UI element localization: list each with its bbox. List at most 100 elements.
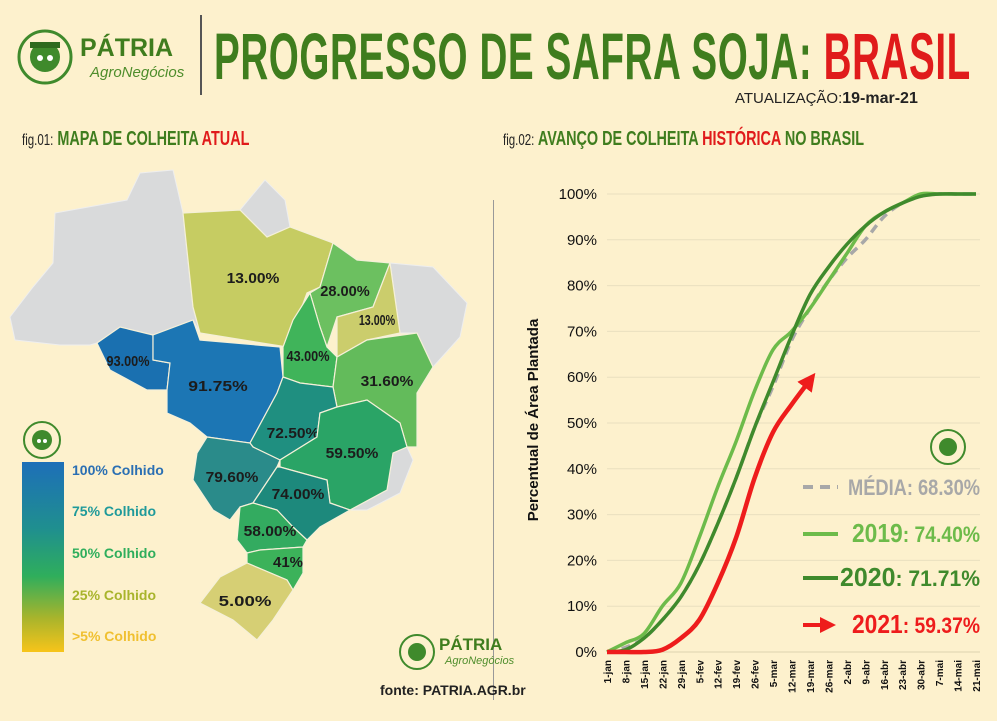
y-tick-label: 80% bbox=[567, 278, 597, 295]
fig1-title: MAPA DE COLHEITA bbox=[57, 128, 199, 150]
fig1-prefix: fig.01: bbox=[22, 132, 54, 149]
map-region-value: 59.50% bbox=[326, 445, 379, 462]
series-line-2021 bbox=[607, 372, 816, 655]
legend-series-name: 2019 bbox=[852, 518, 903, 548]
map-region-value: 58.00% bbox=[244, 523, 297, 540]
x-tick-label: 29-jan bbox=[677, 660, 688, 689]
map-region bbox=[309, 242, 391, 349]
source-text: fonte: PATRIA.AGR.br bbox=[380, 682, 526, 698]
map-region-value: 31.60% bbox=[361, 373, 414, 390]
x-tick-label: 12-fev bbox=[714, 660, 725, 689]
x-tick-label: 1-jan bbox=[603, 660, 614, 683]
map-region bbox=[199, 562, 294, 641]
y-tick-label: 40% bbox=[567, 461, 597, 478]
legend-series-value: : 71.71% bbox=[896, 566, 980, 591]
map-region-value: 5.00% bbox=[219, 593, 272, 610]
brand-logo: PÁTRIA AgroNegócios bbox=[12, 22, 197, 92]
brand-tagline: AgroNegócios bbox=[90, 64, 185, 81]
fig2-heading: fig.02: AVANÇO DE COLHEITA HISTÓRICA NO … bbox=[503, 128, 864, 151]
fig2-prefix: fig.02: bbox=[503, 132, 535, 149]
x-tick-label: 19-mar bbox=[806, 660, 817, 693]
x-tick-label: 14-mai bbox=[954, 660, 965, 692]
x-tick-label: 30-abr bbox=[917, 660, 928, 690]
y-tick-label: 30% bbox=[567, 507, 597, 524]
fig1-heading: fig.01: MAPA DE COLHEITA ATUAL bbox=[22, 128, 249, 151]
map-region-value: 91.75% bbox=[188, 378, 247, 395]
x-tick-label: 21-mai bbox=[972, 660, 983, 692]
farmer-logo-icon bbox=[17, 29, 73, 85]
x-tick-label: 15-jan bbox=[640, 660, 651, 689]
map-region-value: 93.00% bbox=[107, 353, 150, 370]
map-region-value: 72.50% bbox=[267, 425, 320, 442]
x-tick-label: 8-jan bbox=[621, 660, 632, 683]
legend-series-value: : 68.30% bbox=[907, 475, 980, 500]
title-accent: BRASIL bbox=[823, 19, 971, 93]
brazil-harvest-map: 13.00% 28.00% 13.00% 43.00% 31.60% 93.00% 91.7… bbox=[9, 169, 468, 641]
title-main: PROGRESSO DE SAFRA SOJA: bbox=[214, 19, 813, 93]
series-line-2019 bbox=[606, 191, 976, 654]
map-region-value: 13.00% bbox=[359, 312, 395, 329]
fig2-title: AVANÇO DE COLHEITA bbox=[537, 128, 699, 150]
legend-series-value: : 74.40% bbox=[903, 522, 980, 547]
farmer-logo-icon bbox=[399, 634, 435, 670]
x-tick-label: 9-abr bbox=[861, 660, 872, 685]
x-tick-label: 16-abr bbox=[880, 660, 891, 690]
y-tick-label: 50% bbox=[567, 415, 597, 432]
y-tick-label: 90% bbox=[567, 232, 597, 249]
fig2-suffix: NO BRASIL bbox=[784, 128, 865, 150]
map-region-value: 79.60% bbox=[206, 469, 259, 486]
legend-series-name: 2021 bbox=[852, 609, 903, 639]
y-axis-label: Percentual de Área Plantada bbox=[525, 318, 542, 521]
legend-entry: 2020: 71.71% bbox=[840, 562, 980, 592]
x-tick-label: 2-abr bbox=[843, 660, 854, 685]
page-title: PROGRESSO DE SAFRA SOJA: BRASIL bbox=[214, 18, 971, 94]
legend-entry: 2021: 59.37% bbox=[852, 609, 980, 639]
map-legend-label: 75% Colhido bbox=[72, 503, 157, 519]
x-tick-label: 19-fev bbox=[732, 660, 743, 689]
y-tick-label: 20% bbox=[567, 552, 597, 569]
fig2-accent: HISTÓRICA bbox=[702, 128, 781, 150]
map-legend-label: >5% Colhido bbox=[72, 628, 157, 644]
map-region-value: 43.00% bbox=[287, 348, 330, 365]
legend-series-name: 2020 bbox=[840, 562, 896, 592]
map-legend-label: 100% Colhido bbox=[72, 462, 164, 478]
x-tick-label: 5-fev bbox=[695, 660, 706, 684]
x-tick-label: 12-mar bbox=[788, 660, 799, 693]
update-stamp: ATUALIZAÇÃO:19-mar-21 bbox=[735, 90, 918, 108]
x-tick-label: 26-fev bbox=[751, 660, 762, 689]
series-line-2020 bbox=[606, 192, 976, 654]
legend-entry: MÉDIA: 68.30% bbox=[848, 475, 980, 500]
y-tick-label: 0% bbox=[575, 644, 597, 661]
farmer-logo-icon bbox=[23, 421, 61, 459]
brand-name: PÁTRIA bbox=[80, 34, 174, 62]
footer-logo: PÁTRIA AgroNegócios bbox=[397, 632, 527, 672]
map-legend-label: 50% Colhido bbox=[72, 545, 157, 561]
section-divider bbox=[493, 200, 494, 700]
x-tick-label: 22-jan bbox=[658, 660, 669, 689]
footer-brand-name: PÁTRIA bbox=[439, 635, 503, 654]
map-region-value: 13.00% bbox=[227, 270, 280, 287]
update-label: ATUALIZAÇÃO: bbox=[735, 90, 843, 107]
y-tick-label: 60% bbox=[567, 369, 597, 386]
map-region-value: 28.00% bbox=[320, 283, 370, 300]
x-tick-label: 23-abr bbox=[898, 660, 909, 690]
map-legend-label: 25% Colhido bbox=[72, 587, 157, 603]
legend-series-value: : 59.37% bbox=[903, 613, 980, 638]
x-tick-label: 5-mar bbox=[769, 660, 780, 687]
farmer-logo-icon bbox=[930, 429, 966, 465]
x-tick-label: 7-mai bbox=[935, 660, 946, 686]
map-region-value: 74.00% bbox=[272, 486, 325, 503]
header-divider bbox=[200, 15, 202, 95]
legend-gradient-bar bbox=[22, 462, 64, 652]
map-region-value: 41% bbox=[273, 554, 303, 571]
legend-series-name: MÉDIA bbox=[848, 475, 907, 500]
legend-entry: 2019: 74.40% bbox=[852, 518, 980, 548]
y-tick-label: 70% bbox=[567, 323, 597, 340]
map-region-no-data bbox=[389, 262, 468, 368]
footer-brand-tagline: AgroNegócios bbox=[445, 655, 515, 667]
x-tick-label: 26-mar bbox=[824, 660, 835, 693]
y-tick-label: 10% bbox=[567, 598, 597, 615]
update-date: 19-mar-21 bbox=[842, 90, 918, 107]
fig1-accent: ATUAL bbox=[201, 128, 250, 150]
